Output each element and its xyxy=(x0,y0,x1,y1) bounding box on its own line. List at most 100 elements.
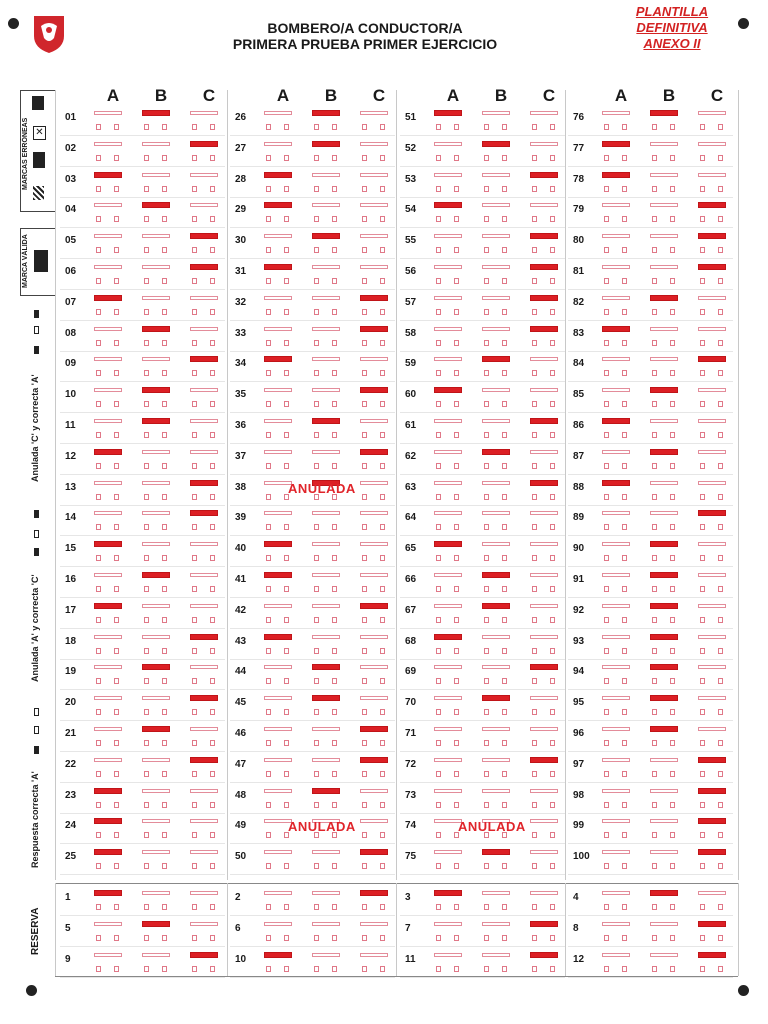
answer-bubble-c[interactable] xyxy=(698,756,726,763)
answer-bubble-a[interactable] xyxy=(602,819,630,824)
answer-bubble-b[interactable] xyxy=(650,203,678,208)
answer-bubble-a[interactable] xyxy=(264,449,292,454)
answer-bubble-c[interactable] xyxy=(698,891,726,895)
answer-bubble-c[interactable] xyxy=(190,952,218,958)
answer-bubble-b[interactable] xyxy=(142,141,170,146)
answer-bubble-c[interactable] xyxy=(190,695,218,702)
answer-bubble-a[interactable] xyxy=(602,757,630,762)
answer-bubble-b[interactable] xyxy=(650,110,678,116)
answer-bubble-b[interactable] xyxy=(482,203,510,208)
answer-bubble-c[interactable] xyxy=(698,603,726,608)
answer-bubble-a[interactable] xyxy=(602,203,630,208)
answer-bubble-c[interactable] xyxy=(190,295,218,300)
answer-bubble-b[interactable] xyxy=(482,849,510,856)
answer-bubble-a[interactable] xyxy=(264,891,292,895)
answer-bubble-b[interactable] xyxy=(142,850,170,855)
answer-bubble-a[interactable] xyxy=(434,890,462,896)
answer-bubble-c[interactable] xyxy=(698,665,726,670)
answer-bubble-c[interactable] xyxy=(530,603,558,608)
answer-bubble-c[interactable] xyxy=(190,264,218,270)
answer-bubble-c[interactable] xyxy=(190,203,218,208)
answer-bubble-a[interactable] xyxy=(264,952,292,958)
answer-bubble-c[interactable] xyxy=(698,202,726,209)
answer-bubble-c[interactable] xyxy=(530,233,558,240)
answer-bubble-c[interactable] xyxy=(190,479,218,486)
answer-bubble-b[interactable] xyxy=(142,480,170,485)
answer-bubble-b[interactable] xyxy=(142,110,170,116)
answer-bubble-a[interactable] xyxy=(264,234,292,239)
answer-bubble-c[interactable] xyxy=(530,511,558,516)
answer-bubble-c[interactable] xyxy=(698,111,726,115)
answer-bubble-c[interactable] xyxy=(190,140,218,147)
answer-bubble-a[interactable] xyxy=(434,419,462,423)
answer-bubble-b[interactable] xyxy=(312,388,340,393)
answer-bubble-c[interactable] xyxy=(530,171,558,178)
answer-bubble-a[interactable] xyxy=(434,141,462,146)
answer-bubble-b[interactable] xyxy=(650,141,678,146)
answer-bubble-b[interactable] xyxy=(482,819,510,824)
answer-bubble-c[interactable] xyxy=(530,388,558,393)
answer-bubble-a[interactable] xyxy=(94,141,122,146)
answer-bubble-b[interactable] xyxy=(142,265,170,269)
answer-bubble-a[interactable] xyxy=(264,603,292,608)
answer-bubble-b[interactable] xyxy=(482,953,510,957)
answer-bubble-b[interactable] xyxy=(482,572,510,578)
answer-bubble-a[interactable] xyxy=(94,511,122,516)
answer-bubble-b[interactable] xyxy=(312,787,340,794)
answer-bubble-b[interactable] xyxy=(142,726,170,732)
answer-bubble-c[interactable] xyxy=(190,922,218,926)
answer-bubble-a[interactable] xyxy=(264,850,292,855)
answer-bubble-c[interactable] xyxy=(530,664,558,671)
answer-bubble-c[interactable] xyxy=(698,510,726,517)
answer-bubble-c[interactable] xyxy=(698,419,726,423)
answer-bubble-a[interactable] xyxy=(434,480,462,485)
answer-bubble-b[interactable] xyxy=(142,696,170,701)
answer-bubble-a[interactable] xyxy=(602,542,630,547)
answer-bubble-c[interactable] xyxy=(698,141,726,146)
answer-bubble-a[interactable] xyxy=(264,757,292,762)
answer-bubble-b[interactable] xyxy=(482,665,510,670)
answer-bubble-b[interactable] xyxy=(142,634,170,639)
answer-bubble-b[interactable] xyxy=(142,891,170,895)
answer-bubble-b[interactable] xyxy=(312,110,340,116)
answer-bubble-b[interactable] xyxy=(650,664,678,671)
answer-bubble-c[interactable] xyxy=(530,357,558,362)
answer-bubble-b[interactable] xyxy=(142,387,170,394)
answer-bubble-b[interactable] xyxy=(650,294,678,301)
answer-bubble-a[interactable] xyxy=(94,757,122,762)
answer-bubble-b[interactable] xyxy=(312,418,340,424)
answer-bubble-a[interactable] xyxy=(602,388,630,393)
answer-bubble-b[interactable] xyxy=(650,541,678,548)
answer-bubble-b[interactable] xyxy=(312,922,340,926)
answer-bubble-b[interactable] xyxy=(650,695,678,702)
answer-bubble-a[interactable] xyxy=(602,788,630,793)
answer-bubble-b[interactable] xyxy=(312,757,340,762)
answer-bubble-b[interactable] xyxy=(650,819,678,824)
answer-bubble-b[interactable] xyxy=(142,921,170,927)
answer-bubble-b[interactable] xyxy=(650,633,678,640)
answer-bubble-a[interactable] xyxy=(264,356,292,363)
answer-bubble-b[interactable] xyxy=(142,953,170,957)
answer-bubble-a[interactable] xyxy=(602,234,630,239)
answer-bubble-c[interactable] xyxy=(190,510,218,517)
answer-bubble-a[interactable] xyxy=(94,541,122,548)
answer-bubble-b[interactable] xyxy=(482,326,510,331)
answer-bubble-a[interactable] xyxy=(264,264,292,270)
answer-bubble-a[interactable] xyxy=(434,665,462,670)
answer-bubble-c[interactable] xyxy=(190,756,218,763)
answer-bubble-b[interactable] xyxy=(312,479,340,486)
answer-bubble-b[interactable] xyxy=(482,388,510,393)
answer-bubble-b[interactable] xyxy=(312,891,340,895)
answer-bubble-a[interactable] xyxy=(602,696,630,701)
answer-bubble-a[interactable] xyxy=(94,922,122,926)
answer-bubble-b[interactable] xyxy=(312,265,340,269)
answer-bubble-c[interactable] xyxy=(530,418,558,424)
answer-bubble-a[interactable] xyxy=(434,449,462,454)
answer-bubble-b[interactable] xyxy=(482,695,510,702)
answer-bubble-a[interactable] xyxy=(94,234,122,239)
answer-bubble-a[interactable] xyxy=(264,480,292,485)
answer-bubble-a[interactable] xyxy=(94,480,122,485)
answer-bubble-c[interactable] xyxy=(360,511,388,516)
answer-bubble-c[interactable] xyxy=(698,480,726,485)
answer-bubble-b[interactable] xyxy=(650,850,678,855)
